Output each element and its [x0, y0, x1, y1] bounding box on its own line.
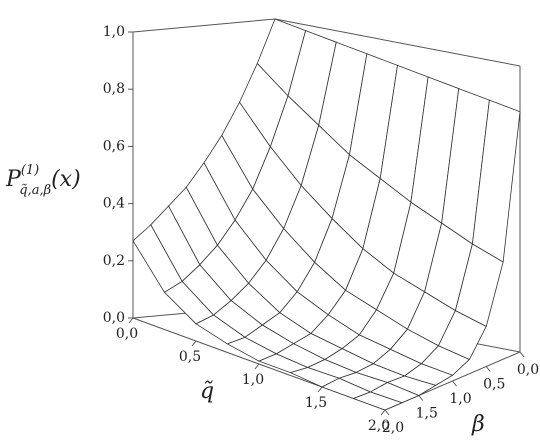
y-tick — [485, 366, 491, 372]
x-tick-label: 0,5 — [179, 349, 201, 365]
y-tick — [519, 351, 525, 358]
x-tick — [191, 340, 197, 347]
y-tick — [452, 380, 457, 387]
x-tick-label: 2,0 — [368, 418, 390, 434]
surface-cell — [352, 391, 403, 411]
z-axis-label: P(1) q̃,a,β(x) — [5, 163, 81, 198]
x-tick — [380, 409, 386, 416]
y-tick-label: 0,0 — [517, 362, 539, 378]
z-tick-label: 0,0 — [103, 310, 125, 326]
x-tick — [128, 317, 134, 324]
y-tick — [418, 395, 424, 401]
z-tick-label: 0,6 — [103, 138, 125, 154]
x-tick-label: 1,5 — [305, 395, 327, 411]
y-tick-label: 0,5 — [483, 377, 505, 393]
y-tick-label: 1,5 — [416, 406, 438, 422]
x-tick-label: 1,0 — [242, 372, 264, 388]
y-tick-label: 1,0 — [449, 391, 471, 407]
box-edge — [132, 18, 276, 33]
x-tick-label: 0,0 — [116, 326, 138, 342]
x-tick — [317, 386, 323, 393]
z-tick-label: 0,8 — [103, 81, 125, 97]
x-tick — [254, 363, 260, 370]
z-tick-label: 1,0 — [103, 24, 125, 40]
y-tick — [384, 409, 390, 416]
y-axis-label: β — [471, 412, 485, 437]
z-tick-label: 0,4 — [103, 196, 125, 212]
box-edge — [274, 18, 521, 67]
z-tick-label: 0,2 — [103, 253, 125, 269]
z-label-sub: q̃,a,β — [19, 183, 51, 198]
z-label-sup: (1) — [21, 163, 39, 178]
z-label-tail: (x) — [51, 167, 81, 192]
y-tick-label: 2,0 — [382, 420, 404, 436]
x-axis-label: q̃ — [200, 379, 214, 404]
z-label-main: P — [5, 167, 22, 192]
